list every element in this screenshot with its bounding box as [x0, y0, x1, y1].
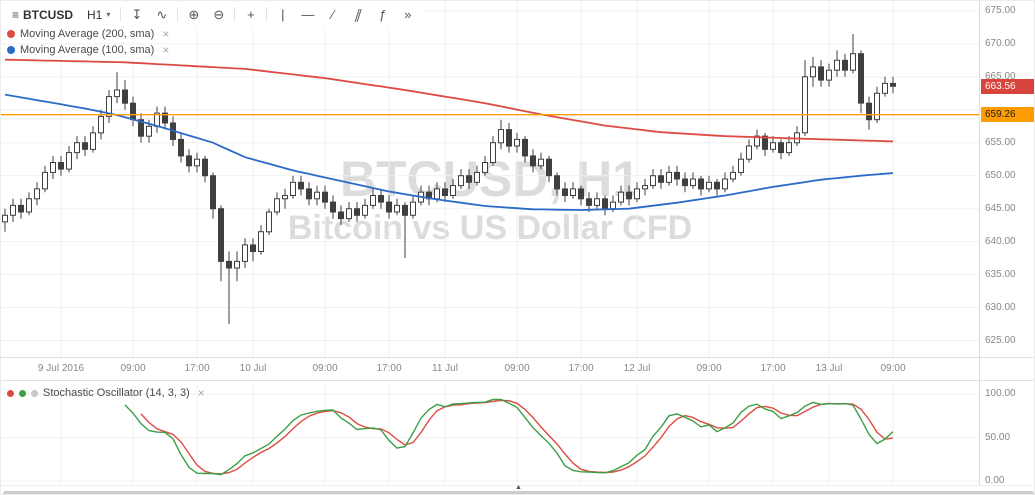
compare-button[interactable]: ↧ — [124, 4, 149, 26]
price-scale[interactable]: 675.00 670.00 665.00 655.00 650.00 645.00 640.… — [979, 1, 1034, 494]
stochastic-pane[interactable] — [1, 381, 979, 485]
time-label: 09:00 — [880, 363, 906, 374]
price-label: 670.00 — [985, 37, 1016, 49]
legend-ma100: Moving Average (100, sma) × — [7, 44, 169, 56]
legend-stochastic: Stochastic Oscillator (14, 3, 3) × — [7, 387, 205, 399]
time-label: 09:00 — [312, 363, 338, 374]
pitchfork-tool-icon: ∥ — [352, 6, 364, 22]
time-label: 09:00 — [504, 363, 530, 374]
zoom-in-icon: ⊕ — [188, 6, 200, 22]
toolbar-tools: ↧ ∿ ⊕ ⊖ + | — ∕ ∥ ƒ » — [124, 4, 420, 26]
time-label: 13 Jul — [815, 363, 843, 374]
crosshair-icon: + — [247, 7, 255, 22]
stoch-extra-color-dot — [31, 389, 38, 397]
ma200-label: Moving Average (200, sma) — [20, 28, 155, 40]
price-label: 635.00 — [985, 268, 1016, 280]
price-label: 650.00 — [985, 169, 1016, 181]
price-label: 645.00 — [985, 202, 1016, 214]
ma100-label: Moving Average (100, sma) — [20, 44, 155, 56]
pitchfork-tool-button[interactable]: ∥ — [345, 4, 370, 26]
vertical-line-tool-button[interactable]: | — [270, 4, 295, 26]
symbol-label: BTCUSD — [23, 7, 74, 22]
horizontal-scrollbar[interactable] — [3, 491, 1034, 494]
price-label: 675.00 — [985, 4, 1016, 16]
symbol-button[interactable]: ≡ BTCUSD — [5, 5, 80, 25]
ma100-close-icon[interactable]: × — [162, 43, 170, 57]
ma100-color-dot — [7, 46, 15, 54]
compare-icon: ↧ — [131, 6, 143, 22]
time-label: 17:00 — [568, 363, 594, 374]
ma200-color-dot — [7, 30, 15, 38]
legend-ma200: Moving Average (200, sma) × — [7, 28, 169, 40]
caret-down-icon: ▾ — [106, 10, 111, 19]
stoch-k-color-dot — [19, 389, 26, 397]
stoch-d-color-dot — [7, 389, 14, 397]
time-label: 17:00 — [376, 363, 402, 374]
trend-line-tool-button[interactable]: ∕ — [320, 4, 345, 26]
instrument-icon: ≡ — [12, 7, 20, 22]
price-label: 625.00 — [985, 334, 1016, 346]
trend-line-tool-icon: ∕ — [331, 7, 334, 22]
function-button[interactable]: ƒ — [370, 4, 395, 26]
crosshair-button[interactable]: + — [238, 4, 263, 26]
zoom-in-button[interactable]: ⊕ — [181, 4, 206, 26]
price-label: 655.00 — [985, 136, 1016, 148]
last-price-badge: 663.56 — [981, 78, 1034, 94]
stoch-scale-label: 100.00 — [985, 388, 1016, 399]
time-label: 17:00 — [184, 363, 210, 374]
interval-button[interactable]: H1 ▾ — [80, 5, 117, 25]
horizontal-line-tool-icon: — — [301, 7, 315, 22]
time-label: 09:00 — [120, 363, 146, 374]
vertical-line-tool-icon: | — [281, 7, 285, 22]
price-label: 665.00 — [985, 70, 1016, 82]
stoch-scale-label: 50.00 — [985, 431, 1011, 443]
price-label: 640.00 — [985, 235, 1016, 247]
more-tools-button[interactable]: » — [395, 4, 420, 26]
more-tools-icon: » — [404, 7, 412, 22]
time-label: 10 Jul — [239, 363, 267, 374]
time-label: 11 Jul — [432, 363, 458, 374]
toolbar: ≡ BTCUSD H1 ▾ ↧ ∿ ⊕ ⊖ + | — ∕ ∥ ƒ » — [1, 1, 425, 28]
indicators-icon: ∿ — [156, 6, 168, 22]
time-label: 17:00 — [760, 363, 786, 374]
pane-collapse-icon[interactable]: ▲ — [515, 484, 522, 491]
toolbar-separator — [120, 7, 122, 22]
stoch-label: Stochastic Oscillator (14, 3, 3) — [43, 387, 190, 399]
interval-label: H1 — [87, 7, 103, 22]
stoch-scale-label: 0.00 — [985, 475, 1005, 486]
indicators-button[interactable]: ∿ — [149, 4, 174, 26]
time-label: 9 Jul 2016 — [37, 363, 85, 374]
price-label: 630.00 — [985, 301, 1016, 313]
stoch-close-icon[interactable]: × — [197, 386, 205, 400]
zoom-out-icon: ⊖ — [213, 6, 225, 22]
time-axis[interactable]: 9 Jul 2016 09:00 17:00 10 Jul 09:00 17:00 11 J… — [1, 357, 1034, 381]
bottom-bar: ▲ — [1, 484, 1034, 494]
time-label: 12 Jul — [623, 363, 651, 374]
horizontal-line-tool-button[interactable]: — — [295, 4, 320, 26]
ma200-close-icon[interactable]: × — [162, 27, 170, 41]
time-label: 09:00 — [696, 363, 722, 374]
function-icon: ƒ — [379, 7, 387, 22]
zoom-out-button[interactable]: ⊖ — [206, 4, 231, 26]
level-price-badge: 659.26 — [981, 107, 1034, 123]
main-chart[interactable] — [1, 1, 979, 357]
